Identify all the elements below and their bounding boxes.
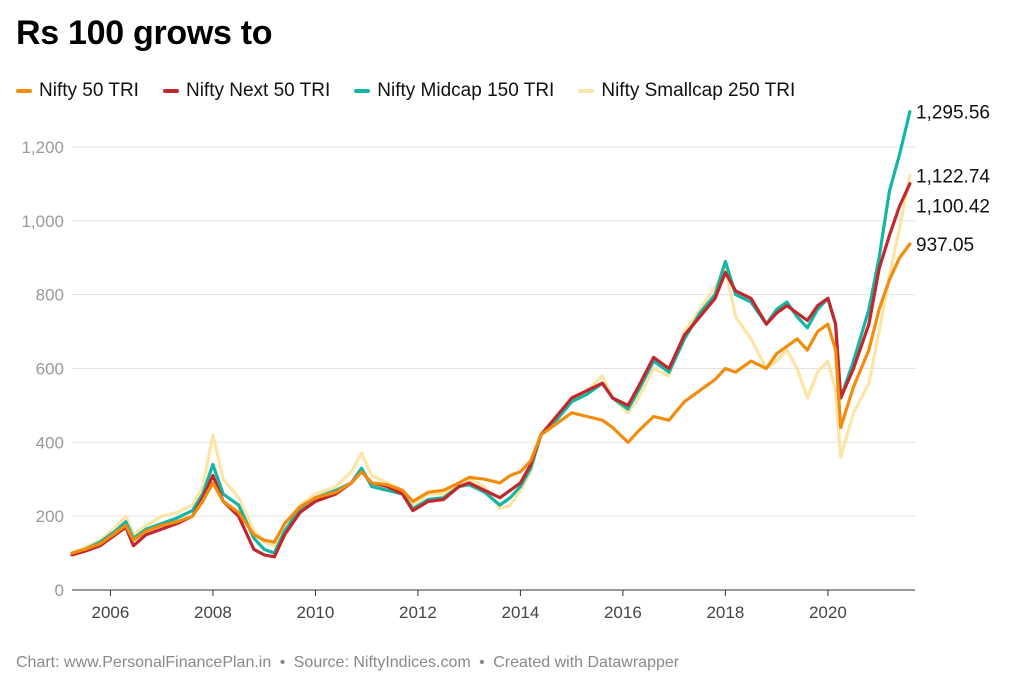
- legend-item-nifty-midcap-150: Nifty Midcap 150 TRI: [354, 80, 554, 102]
- x-tick-label: 2010: [297, 603, 335, 622]
- footer-separator: •: [279, 654, 286, 671]
- y-tick-label: 200: [36, 507, 64, 526]
- legend-label: Nifty Smallcap 250 TRI: [601, 80, 796, 101]
- series-end-label: 1,100.42: [916, 196, 990, 217]
- series-end-label: 937.05: [916, 235, 974, 256]
- chart-credit: Chart: www.PersonalFinancePlan.in: [16, 654, 272, 671]
- series-end-label: 1,295.56: [916, 103, 990, 124]
- x-tick-label: 2008: [194, 603, 232, 622]
- footer: Chart: www.PersonalFinancePlan.in • Sour…: [16, 654, 679, 672]
- legend-item-nifty-smallcap-250: Nifty Smallcap 250 TRI: [578, 80, 795, 102]
- created-with: Created with Datawrapper: [493, 654, 680, 671]
- series-line: [70, 242, 912, 555]
- legend-label: Nifty 50 TRI: [39, 80, 139, 101]
- series-line: [70, 173, 912, 555]
- x-tick-label: 2016: [604, 603, 642, 622]
- legend-label: Nifty Next 50 TRI: [185, 80, 331, 101]
- y-tick-label: 1,000: [21, 212, 64, 231]
- x-tick-label: 2006: [92, 603, 130, 622]
- y-tick-label: 600: [36, 359, 64, 378]
- legend-label: Nifty Midcap 150 TRI: [377, 80, 555, 101]
- source-note: Source: NiftyIndices.com: [293, 654, 471, 671]
- legend-item-nifty-50: Nifty 50 TRI: [16, 80, 139, 102]
- y-tick-label: 1,200: [21, 138, 64, 157]
- x-tick-label: 2020: [809, 603, 847, 622]
- legend: Nifty 50 TRI Nifty Next 50 TRI Nifty Mid…: [16, 80, 795, 102]
- legend-swatch: [16, 89, 32, 93]
- x-tick-label: 2012: [399, 603, 437, 622]
- series-end-label: 1,122.74: [916, 166, 990, 187]
- series-line: [70, 110, 912, 555]
- footer-separator: •: [479, 654, 485, 671]
- y-tick-label: 0: [55, 581, 64, 600]
- legend-swatch: [162, 89, 179, 93]
- series-line: [70, 182, 912, 559]
- legend-item-nifty-next-50: Nifty Next 50 TRI: [162, 80, 331, 102]
- x-tick-label: 2014: [501, 603, 539, 622]
- y-tick-label: 400: [36, 433, 64, 452]
- legend-swatch: [354, 89, 371, 93]
- x-tick-label: 2018: [706, 603, 744, 622]
- y-tick-label: 800: [36, 286, 64, 305]
- legend-swatch: [578, 89, 595, 93]
- chart-title: Rs 100 grows to: [16, 14, 273, 52]
